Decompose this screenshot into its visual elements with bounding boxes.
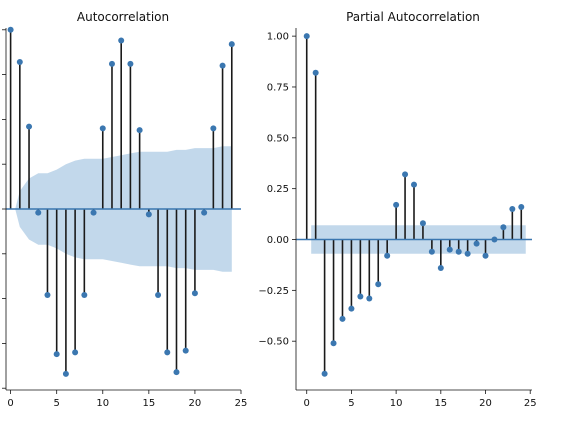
acf-marker — [7, 26, 14, 33]
acf-marker — [16, 59, 23, 66]
acf-marker — [348, 305, 355, 312]
x-tick-label: 15 — [434, 398, 447, 409]
acf-marker — [173, 369, 180, 376]
acf-marker — [473, 240, 480, 247]
acf-marker — [81, 292, 88, 299]
acf-marker — [53, 351, 60, 358]
acf-marker — [99, 125, 106, 132]
acf-marker — [437, 264, 444, 271]
acf-marker — [164, 349, 171, 356]
acf-marker — [464, 250, 471, 257]
x-tick-label: 5 — [53, 398, 59, 409]
acf-marker — [127, 60, 134, 67]
y-tick-label: 0.50 — [267, 133, 289, 144]
acf-marker — [35, 209, 42, 216]
x-tick-label: 5 — [348, 398, 354, 409]
acf-marker — [518, 203, 525, 210]
acf-marker — [303, 33, 310, 40]
y-tick-label: 0.00 — [267, 235, 289, 246]
acf-marker — [419, 220, 426, 227]
y-tick-label: 0.75 — [267, 82, 289, 93]
acf-marker — [339, 315, 346, 322]
y-tick-label: −0.50 — [258, 337, 289, 348]
y-tick-label: 0.25 — [267, 184, 289, 195]
y-tick-label: 1.00 — [267, 32, 289, 43]
acf-marker — [384, 252, 391, 259]
acf-marker — [145, 211, 152, 218]
acf-marker — [393, 201, 400, 208]
acf-marker — [219, 62, 226, 69]
acf-marker — [312, 69, 319, 76]
acf-marker — [482, 252, 489, 259]
acf-marker — [500, 224, 507, 231]
x-tick-label: 20 — [479, 398, 492, 409]
x-tick-label: 25 — [524, 398, 537, 409]
acf-marker — [491, 236, 498, 243]
partial-autocorrelation-title: Partial Autocorrelation — [346, 10, 480, 24]
acf-marker — [509, 206, 516, 212]
acf-marker — [428, 248, 435, 255]
acf-marker — [118, 37, 125, 44]
acf-marker — [155, 292, 162, 299]
acf-marker — [375, 281, 382, 288]
acf-marker — [201, 209, 208, 216]
acf-marker — [108, 60, 115, 67]
acf-marker — [446, 246, 453, 253]
acf-marker — [321, 370, 328, 377]
acf-marker — [90, 209, 97, 216]
acf-marker — [72, 349, 79, 356]
acf-marker — [357, 293, 364, 300]
partial-autocorrelation-panel: Partial Autocorrelation 0 5 10 15 20 25 1.00 0.… — [258, 10, 536, 409]
acf-marker — [210, 125, 217, 132]
acf-marker — [136, 127, 143, 134]
acf-marker — [366, 295, 373, 302]
acf-marker — [402, 171, 409, 178]
acf-marker — [191, 290, 198, 297]
x-tick-label: 10 — [390, 398, 403, 409]
acf-marker — [44, 292, 51, 299]
x-tick-label: 0 — [304, 398, 310, 409]
x-tick-label: 20 — [189, 398, 202, 409]
acf-marker — [455, 248, 462, 255]
acf-marker — [62, 370, 69, 377]
acf-marker — [228, 41, 235, 48]
x-tick-label: 10 — [96, 398, 109, 409]
acf-marker — [182, 347, 189, 354]
acf-marker — [411, 181, 417, 188]
x-tick-label: 25 — [235, 398, 248, 409]
acf-marker — [330, 340, 337, 347]
y-tick-label: −0.25 — [258, 286, 289, 297]
autocorrelation-title: Autocorrelation — [77, 10, 169, 24]
acf-marker — [26, 123, 33, 130]
x-tick-label: 0 — [7, 398, 13, 409]
x-tick-label: 15 — [142, 398, 155, 409]
autocorrelation-panel: Autocorrelation 0 5 10 15 20 25 — [2, 10, 247, 409]
